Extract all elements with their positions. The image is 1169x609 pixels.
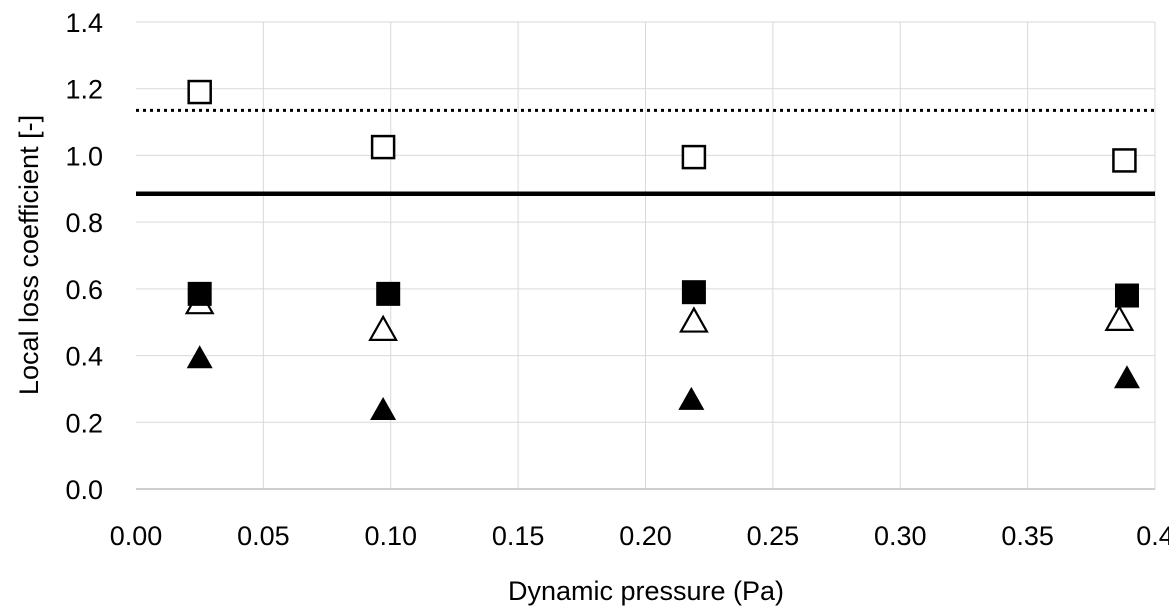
filled-triangle-marker <box>1113 365 1140 389</box>
filled-square-marker <box>1114 283 1139 308</box>
y-tick-label: 0.2 <box>65 408 103 438</box>
y-tick-label: 0.8 <box>65 208 103 238</box>
x-tick-labels: 0.00 0.05 0.10 0.15 0.20 0.25 0.30 0.35 0.4 <box>110 521 1169 551</box>
y-tick-label: 1.2 <box>65 75 103 105</box>
open-square-marker <box>370 134 396 160</box>
filled-square-marker <box>187 281 212 306</box>
y-tick-labels: 0.0 0.2 0.4 0.6 0.8 1.0 1.2 1.4 <box>65 8 103 505</box>
y-tick-label: 0.6 <box>65 275 103 305</box>
open-triangle-marker <box>368 314 398 341</box>
y-axis-label: Local loss coefficient [-] <box>14 115 44 395</box>
x-tick-label: 0.30 <box>874 521 927 551</box>
filled-triangle-marker <box>678 386 705 410</box>
open-triangle-marker <box>679 306 709 333</box>
open-triangle-marker <box>1104 304 1135 331</box>
filled-square-marker <box>681 280 706 305</box>
x-tick-label: 0.25 <box>747 521 800 551</box>
x-axis-label: Dynamic pressure (Pa) <box>508 576 784 606</box>
x-tick-label: 0.10 <box>364 521 417 551</box>
x-tick-label: 0.20 <box>619 521 672 551</box>
x-tick-label: 0.00 <box>110 521 163 551</box>
y-tick-label: 0.0 <box>65 475 103 505</box>
grid <box>136 21 1156 489</box>
y-tick-label: 1.0 <box>65 141 103 171</box>
y-tick-label: 1.4 <box>65 8 103 38</box>
open-square-marker <box>187 79 212 105</box>
data-markers <box>184 79 1140 420</box>
filled-triangle-marker <box>186 345 213 369</box>
y-tick-label: 0.4 <box>65 342 103 372</box>
reference-lines <box>136 108 1155 197</box>
filled-triangle-marker <box>370 396 397 420</box>
x-tick-label: 0.35 <box>1001 521 1054 551</box>
x-tick-label: 0.15 <box>492 521 545 551</box>
filled-square-marker <box>376 281 401 306</box>
x-tick-label: 0.05 <box>237 521 290 551</box>
open-square-marker <box>681 144 707 170</box>
x-tick-label: 0.4 <box>1136 521 1169 551</box>
open-square-marker <box>1112 148 1137 173</box>
